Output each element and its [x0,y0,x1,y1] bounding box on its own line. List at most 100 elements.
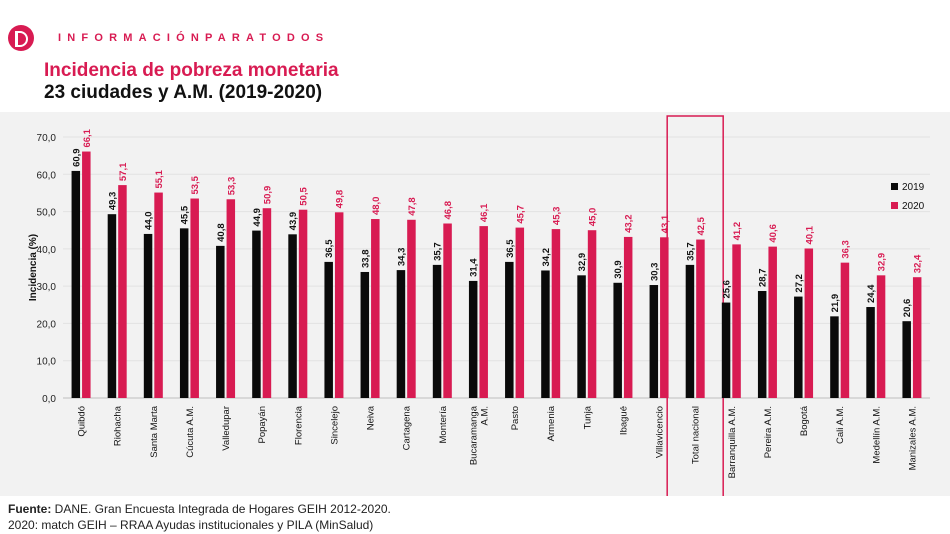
category-label: A.M. [479,406,490,426]
bar-2019 [252,230,261,398]
category-label: Tunja [582,405,593,429]
source-note: Fuente: DANE. Gran Encuesta Integrada de… [8,501,391,533]
bar-2020 [262,208,272,398]
bar-2019 [685,264,695,398]
category-label: Total nacional [691,406,702,464]
data-label-2019: 34,2 [541,248,552,266]
bar-2019 [143,233,153,398]
bar-2020 [118,185,127,398]
bar-2020 [298,209,308,398]
data-label-2019: 60,9 [71,148,82,167]
y-tick-label: 40,0 [37,245,57,256]
data-label-2019: 35,7 [685,242,696,261]
data-label-2020: 47,8 [407,197,418,216]
brand-text: INFORMACIÓNPARATODOS [58,32,330,44]
bar-2020 [443,223,452,398]
data-label-2020: 48,0 [371,197,382,216]
data-label-2019: 49,3 [107,192,118,211]
data-label-2019: 31,4 [469,258,480,277]
data-label-2020: 41,2 [732,222,743,241]
category-label: Manizales A.M. [907,406,918,470]
data-label-2019: 36,5 [505,239,516,258]
data-label-2020: 50,9 [262,186,273,205]
data-label-2020: 40,1 [804,225,815,244]
bar-2019 [468,280,478,398]
y-axis-title: Incidencia (%) [28,234,39,301]
data-label-2020: 42,5 [696,216,707,235]
bar-2020 [696,239,705,398]
bar-2020 [768,246,777,398]
data-label-2019: 43,9 [288,212,299,231]
bar-2020 [407,219,416,398]
y-tick-label: 0,0 [42,394,56,405]
bar-2020 [154,192,163,398]
bar-2019 [71,170,81,398]
category-label: Bogotá [799,405,810,436]
category-label: Villavicencio [655,406,666,458]
category-label: Cali A.M. [835,406,846,444]
data-label-2019: 40,8 [216,223,227,242]
data-label-2019: 25,6 [722,280,733,299]
brand: INFORMACIÓNPARATODOS [8,24,329,52]
data-label-2020: 53,5 [190,175,201,194]
category-label: Neiva [366,405,377,430]
category-label: Santa Marta [149,405,160,457]
bar-2020 [876,275,886,398]
bar-chart: 0,0 10,0 20,0 30,0 40,0 50,0 60,0 70,0 Incidenci… [28,115,930,496]
data-label-2019: 30,9 [613,260,624,279]
bar-2019 [107,214,117,398]
category-label: Quibdó [77,406,88,437]
bar-2020 [840,262,850,398]
bar-2019 [577,275,586,398]
legend-swatch-2019 [891,183,898,190]
bar-2019 [179,228,189,398]
category-label: Bucaramanga [468,405,479,465]
bar-2019 [324,261,333,398]
bar-2019 [902,321,911,398]
bar-2020 [82,151,91,398]
data-label-2019: 30,3 [649,263,660,282]
y-tick-label: 10,0 [37,357,57,368]
data-label-2019: 28,7 [758,268,769,287]
category-label: Ibagué [618,406,629,435]
bar-2020 [732,244,741,398]
bar-2020 [623,236,633,398]
data-label-2020: 55,1 [154,169,165,188]
bar-2019 [541,270,550,398]
chart-title: Incidencia de pobreza monetaria [44,60,339,81]
data-label-2020: 32,4 [913,254,924,273]
bar-2020 [479,226,488,398]
source-text: DANE. Gran Encuesta Integrada de Hogares… [51,502,391,516]
bar-2019 [360,271,370,398]
bar-2019 [757,290,767,398]
data-label-2019: 36,5 [324,239,335,258]
data-label-2020: 43,1 [660,214,671,233]
data-label-2019: 45,5 [180,205,191,224]
category-label: Riohacha [113,405,124,446]
data-label-2020: 49,8 [335,190,346,209]
data-label-2020: 32,9 [877,253,888,272]
bar-2019 [396,270,406,398]
y-tick-label: 70,0 [37,133,57,144]
data-label-2019: 27,2 [794,274,805,293]
bar-2020 [334,212,344,398]
bar-2020 [660,237,669,398]
bar-2020 [804,248,814,398]
data-label-2019: 24,4 [866,284,877,303]
bar-2019 [794,296,803,398]
legend-label-2019: 2019 [902,182,925,193]
data-label-2019: 21,9 [830,294,841,313]
data-label-2019: 33,8 [360,249,371,268]
bar-2019 [830,316,839,398]
data-label-2020: 40,6 [768,224,779,243]
data-label-2020: 66,1 [82,128,93,147]
y-tick-label: 30,0 [37,282,57,293]
category-label: Pasto [510,406,521,430]
bar-2020 [587,230,597,398]
legend-label-2020: 2020 [902,201,925,212]
bar-2020 [515,227,525,398]
source-label: Fuente: [8,502,52,516]
y-tick-label: 50,0 [37,208,57,219]
data-label-2020: 36,3 [840,240,851,259]
bar-2019 [432,264,442,398]
